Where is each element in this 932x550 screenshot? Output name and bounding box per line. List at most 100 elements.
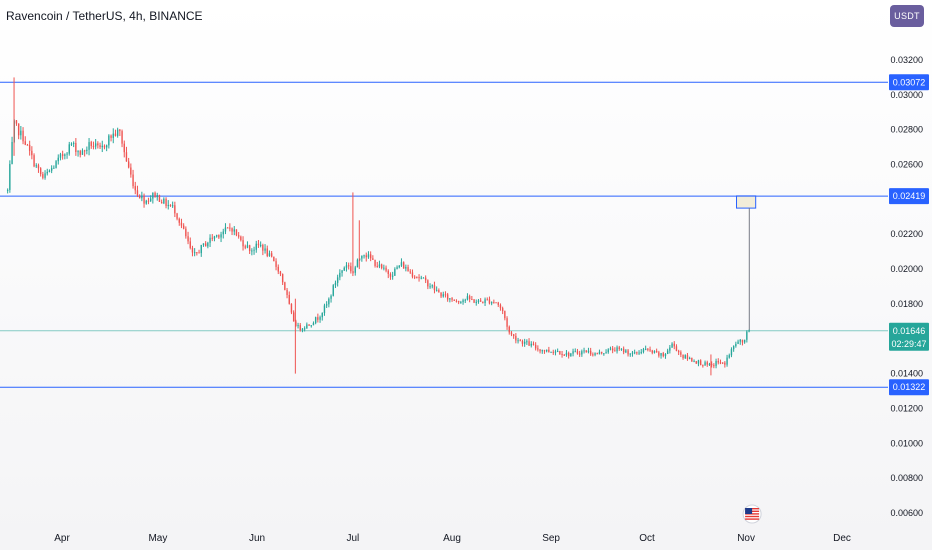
candle-body: [589, 350, 592, 355]
candle-body: [383, 267, 385, 269]
candle-body: [50, 168, 53, 171]
candle-body: [185, 228, 187, 237]
candle-body: [224, 227, 227, 232]
candle-body: [17, 123, 20, 136]
candle-body: [411, 272, 414, 277]
candle-body: [323, 305, 326, 314]
candle-body: [9, 163, 11, 190]
candle-body: [442, 294, 444, 297]
candle-body: [88, 142, 90, 150]
candle-body: [506, 318, 508, 327]
candle-body: [132, 174, 134, 187]
candle-body: [248, 245, 251, 251]
candle-body: [336, 277, 339, 283]
candle-body: [136, 190, 139, 196]
candle-body: [686, 355, 689, 359]
candle-body: [308, 324, 310, 326]
x-tick-label: Oct: [639, 533, 655, 544]
candle-body: [517, 340, 519, 342]
candle-body: [394, 268, 396, 276]
candle-body: [433, 285, 436, 291]
candle-body: [519, 340, 521, 342]
candle-body: [735, 343, 737, 347]
candle-body: [378, 264, 381, 267]
candle-body: [407, 267, 409, 272]
candle-body: [215, 235, 218, 237]
candle-body: [616, 347, 618, 352]
candle-body: [11, 141, 13, 164]
candle-body: [15, 120, 18, 124]
candle-body: [264, 248, 266, 251]
candle-body: [422, 277, 425, 279]
y-tick-label: 0.01000: [890, 438, 923, 448]
candle-body: [277, 266, 279, 272]
y-tick-label: 0.01400: [890, 369, 923, 379]
candle-body: [504, 311, 506, 319]
candle-body: [521, 341, 524, 344]
candle-body: [317, 317, 319, 320]
candle-body: [730, 349, 733, 356]
candle-body: [116, 129, 119, 136]
candle-body: [495, 302, 497, 304]
target-zone-rect[interactable]: [736, 195, 757, 209]
candle-body: [704, 362, 706, 366]
candle-body: [462, 300, 464, 303]
candle-body: [539, 349, 541, 352]
candle-body: [255, 243, 257, 250]
candle-body: [64, 154, 66, 156]
candle-body: [332, 285, 334, 296]
candle-body: [242, 240, 244, 247]
us-flag-icon[interactable]: [742, 504, 762, 524]
candle-body: [559, 351, 561, 354]
candle-body: [202, 243, 205, 245]
candle-body: [662, 353, 664, 357]
candle-body: [429, 286, 431, 288]
candle-body: [231, 228, 233, 232]
candle-body: [627, 350, 629, 355]
candle-body: [149, 198, 152, 202]
candle-body: [636, 352, 638, 354]
candle-body: [367, 254, 370, 258]
candle-body: [66, 153, 68, 155]
candle-body: [207, 242, 209, 247]
candle-body: [86, 149, 88, 151]
candle-body: [389, 273, 392, 277]
candle-body: [55, 161, 57, 168]
candle-body: [649, 349, 651, 351]
candle-body: [728, 355, 730, 358]
x-tick-label: Apr: [54, 533, 70, 544]
candle-body: [473, 299, 475, 303]
y-tick-label: 0.03200: [890, 55, 923, 65]
candle-body: [123, 143, 125, 153]
candle-body: [737, 341, 739, 344]
candle-body: [699, 360, 702, 366]
candle-body: [537, 348, 539, 350]
candle-body: [691, 358, 693, 362]
candle-body: [721, 362, 724, 364]
candle-body: [37, 165, 40, 169]
candle-body: [475, 301, 477, 303]
candle-body: [468, 296, 471, 300]
candle-body: [79, 151, 81, 155]
candle-body: [330, 295, 332, 299]
candle-body: [200, 244, 202, 254]
candle-body: [365, 255, 367, 258]
candle-body: [748, 330, 750, 332]
candle-body: [708, 363, 711, 365]
candle-body: [81, 150, 84, 155]
candle-body: [706, 362, 708, 365]
candle-body: [402, 262, 405, 269]
last-price-label: 0.01646: [893, 326, 926, 336]
y-tick-label: 0.01800: [890, 299, 923, 309]
candle-body: [138, 195, 141, 199]
y-tick-label: 0.00800: [890, 473, 923, 483]
candle-body: [405, 267, 407, 269]
candle-body: [640, 351, 642, 353]
candle-body: [508, 326, 510, 333]
candle-body: [182, 225, 185, 229]
currency-button[interactable]: USDT: [890, 5, 924, 27]
candle-body: [268, 253, 271, 256]
candle-body: [563, 354, 565, 356]
candle-body: [244, 246, 246, 248]
